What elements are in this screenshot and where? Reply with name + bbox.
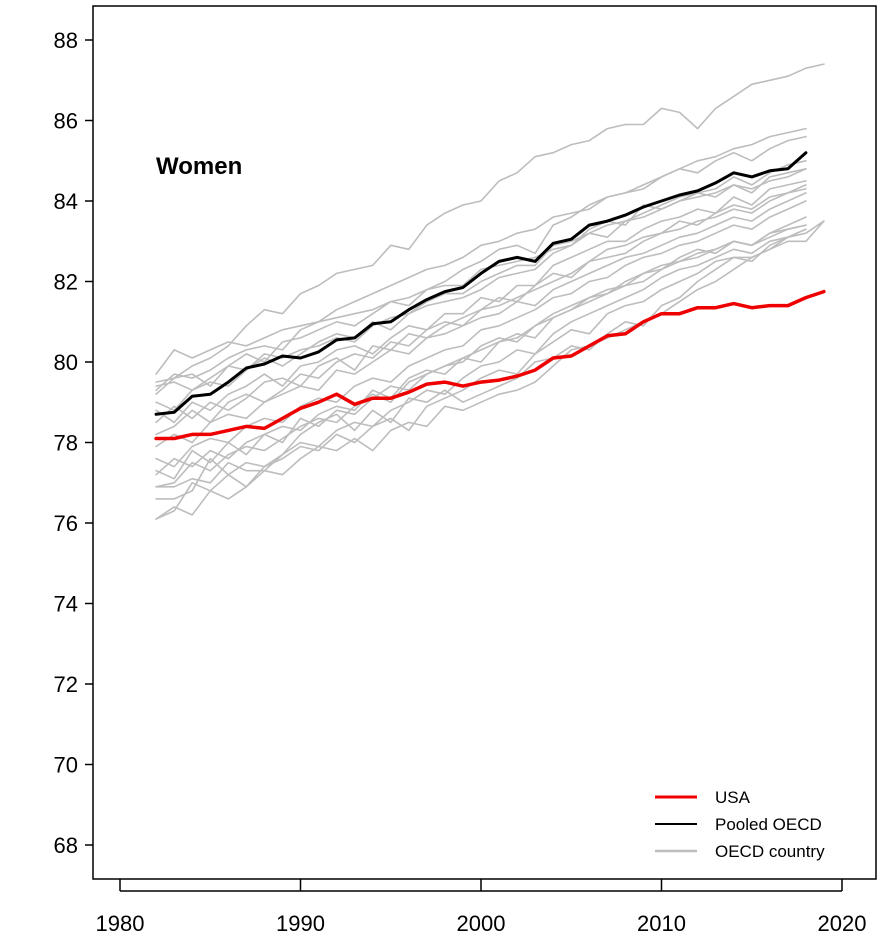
oecd-country-line-13: [155, 224, 807, 488]
plot-frame: [92, 5, 877, 880]
y-tick-label: 74: [54, 592, 78, 617]
oecd-country-line-5: [155, 168, 807, 396]
oecd-country-line-6: [155, 168, 807, 412]
x-tick-label: 2010: [637, 911, 686, 936]
x-axis: 1980 1990 2000 2010 2020: [96, 879, 867, 936]
y-tick-label: 78: [54, 431, 78, 456]
y-tick-label: 80: [54, 350, 78, 375]
panel-title: Women: [156, 153, 242, 180]
y-tick-label: 76: [54, 511, 78, 536]
x-tick-label: 2020: [818, 911, 867, 936]
x-tick-label: 2000: [457, 911, 506, 936]
legend-label: OECD country: [715, 842, 825, 861]
oecd-country-line-10: [155, 192, 807, 448]
y-axis: 68 70 72 74 76 78 80 82 84 86 88: [54, 28, 93, 858]
y-tick-label: 82: [54, 270, 78, 295]
oecd-country-line-16: [155, 220, 825, 520]
usa-line-group: [154, 289, 826, 441]
usa-series-line: [154, 289, 826, 441]
pooled-oecd-line-group: [154, 151, 808, 416]
y-tick-label: 84: [54, 189, 78, 214]
x-tick-label: 1980: [96, 911, 145, 936]
legend-label: Pooled OECD: [715, 815, 822, 834]
oecd-country-lines: [155, 63, 825, 520]
y-tick-label: 72: [54, 672, 78, 697]
oecd-country-line-1: [155, 63, 825, 383]
y-tick-label: 70: [54, 753, 78, 778]
oecd-country-line-3: [155, 135, 807, 392]
oecd-country-line-15: [155, 220, 825, 520]
x-tick-label: 1990: [276, 911, 325, 936]
oecd-country-line-11: [155, 200, 807, 468]
oecd-country-line-9: [155, 184, 807, 436]
legend-label: USA: [715, 788, 751, 807]
legend: USA Pooled OECD OECD country: [655, 788, 825, 861]
oecd-country-line-8: [155, 188, 807, 424]
oecd-country-line-7: [155, 180, 807, 424]
oecd-country-line-17: [155, 228, 807, 488]
pooled-oecd-series-line: [154, 151, 808, 416]
y-tick-label: 68: [54, 833, 78, 858]
y-tick-label: 86: [54, 109, 78, 134]
oecd-country-line-2: [155, 127, 807, 375]
y-tick-label: 88: [54, 28, 78, 53]
oecd-country-line-18: [155, 224, 807, 480]
